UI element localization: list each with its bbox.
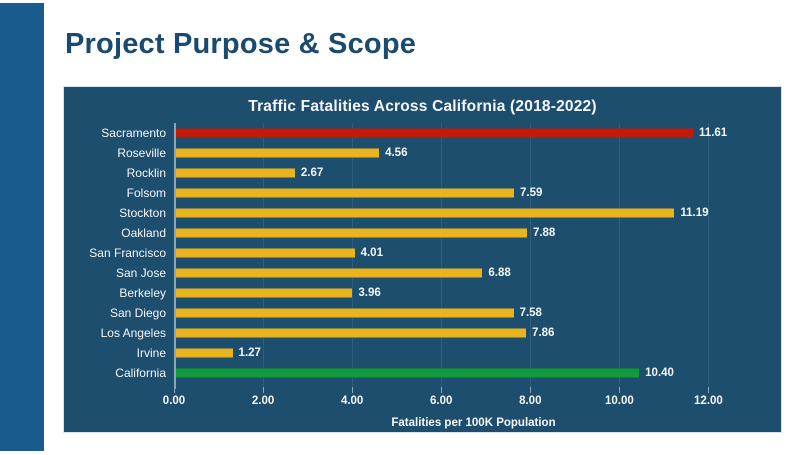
category-label: San Diego xyxy=(109,306,166,320)
bar xyxy=(176,328,527,338)
x-tick-label: 6.00 xyxy=(430,395,453,407)
category-label: California xyxy=(115,366,166,380)
x-tick xyxy=(441,387,443,393)
category-label: Irvine xyxy=(136,346,166,360)
bar xyxy=(176,208,675,218)
bar xyxy=(176,228,527,238)
category-label: Sacramento xyxy=(101,126,166,140)
category-label: Stockton xyxy=(119,206,166,220)
bar-row: California 10.40 xyxy=(115,363,773,383)
bar xyxy=(176,308,514,318)
bar xyxy=(176,168,295,178)
bar-row: Oakland 7.88 xyxy=(121,223,773,243)
slide-title: Project Purpose & Scope xyxy=(65,28,417,60)
category-label: Los Angeles xyxy=(100,326,166,340)
gridline xyxy=(708,123,710,389)
bar-row: Irvine 1.27 xyxy=(137,343,773,363)
category-label: San Francisco xyxy=(89,246,166,260)
bar xyxy=(176,348,233,358)
bar-row: Rocklin 2.67 xyxy=(127,163,773,183)
y-axis-line xyxy=(174,123,176,389)
bar-row: Folsom 7.59 xyxy=(127,183,773,203)
bar xyxy=(176,148,380,158)
bar-row: Sacramento 11.61 xyxy=(101,123,773,143)
x-tick-label: 0.00 xyxy=(162,395,186,407)
gridline xyxy=(619,123,621,389)
x-tick-label: 8.00 xyxy=(519,395,542,407)
value-label: 4.01 xyxy=(360,247,383,259)
value-label: 11.61 xyxy=(699,127,728,139)
value-label: 10.40 xyxy=(645,367,674,379)
bar-row: Los Angeles 7.86 xyxy=(101,323,773,343)
bar xyxy=(176,248,355,258)
value-label: 7.88 xyxy=(532,227,556,239)
bar xyxy=(176,268,483,278)
bar xyxy=(176,188,515,198)
x-tick-label: 2.00 xyxy=(251,395,275,407)
x-axis-label: Fatalities per 100K Population xyxy=(391,417,556,429)
bar-row: Roseville 4.56 xyxy=(117,143,773,163)
x-tick xyxy=(174,387,175,393)
category-label: Rocklin xyxy=(126,166,166,180)
x-tick-label: 10.00 xyxy=(604,395,634,407)
value-label: 2.67 xyxy=(300,167,324,179)
value-label: 7.58 xyxy=(519,307,542,319)
bar xyxy=(176,288,353,298)
value-label: 3.96 xyxy=(358,287,381,299)
value-label: 4.56 xyxy=(385,147,408,159)
plot-area: Sacramento 11.61 Roseville 4.56 Rocklin 2.67 F… xyxy=(64,123,773,429)
category-label: Roseville xyxy=(117,146,166,160)
bar-row: Berkeley 3.96 xyxy=(119,283,773,303)
value-label: 6.88 xyxy=(488,267,511,279)
bar-rows: Sacramento 11.61 Roseville 4.56 Rocklin 2.67 F… xyxy=(89,123,773,383)
category-label: Berkeley xyxy=(119,286,166,300)
category-label: Oakland xyxy=(121,226,166,240)
x-tick xyxy=(352,387,354,393)
x-tick xyxy=(708,387,710,393)
x-tick-marks xyxy=(174,387,773,393)
chart-panel: Traffic Fatalities Across California (20… xyxy=(63,86,782,433)
bar-row: San Francisco 4.01 xyxy=(89,243,773,263)
x-tick-labels: 0.00 2.00 4.00 6.00 8.00 10.00 12.00 xyxy=(163,395,773,411)
value-label: 7.86 xyxy=(532,327,555,339)
bar-row: Stockton 11.19 xyxy=(119,203,773,223)
category-label: Folsom xyxy=(126,186,166,200)
gridline xyxy=(441,123,443,389)
value-label: 11.19 xyxy=(680,207,709,219)
category-label: San Jose xyxy=(115,266,166,280)
x-tick xyxy=(530,387,532,393)
value-label: 7.59 xyxy=(520,187,543,199)
bar-row: San Jose 6.88 xyxy=(116,263,773,283)
bar-row: San Diego 7.58 xyxy=(110,303,773,323)
x-tick xyxy=(263,387,265,393)
x-tick xyxy=(619,387,621,393)
chart-title: Traffic Fatalities Across California (20… xyxy=(248,98,597,115)
bar xyxy=(176,368,640,378)
value-label: 1.27 xyxy=(238,347,261,359)
x-tick-label: 4.00 xyxy=(340,395,364,407)
bar xyxy=(176,128,694,138)
gridline xyxy=(530,123,532,389)
x-tick-label: 12.00 xyxy=(694,395,723,407)
accent-stripe xyxy=(0,3,44,451)
